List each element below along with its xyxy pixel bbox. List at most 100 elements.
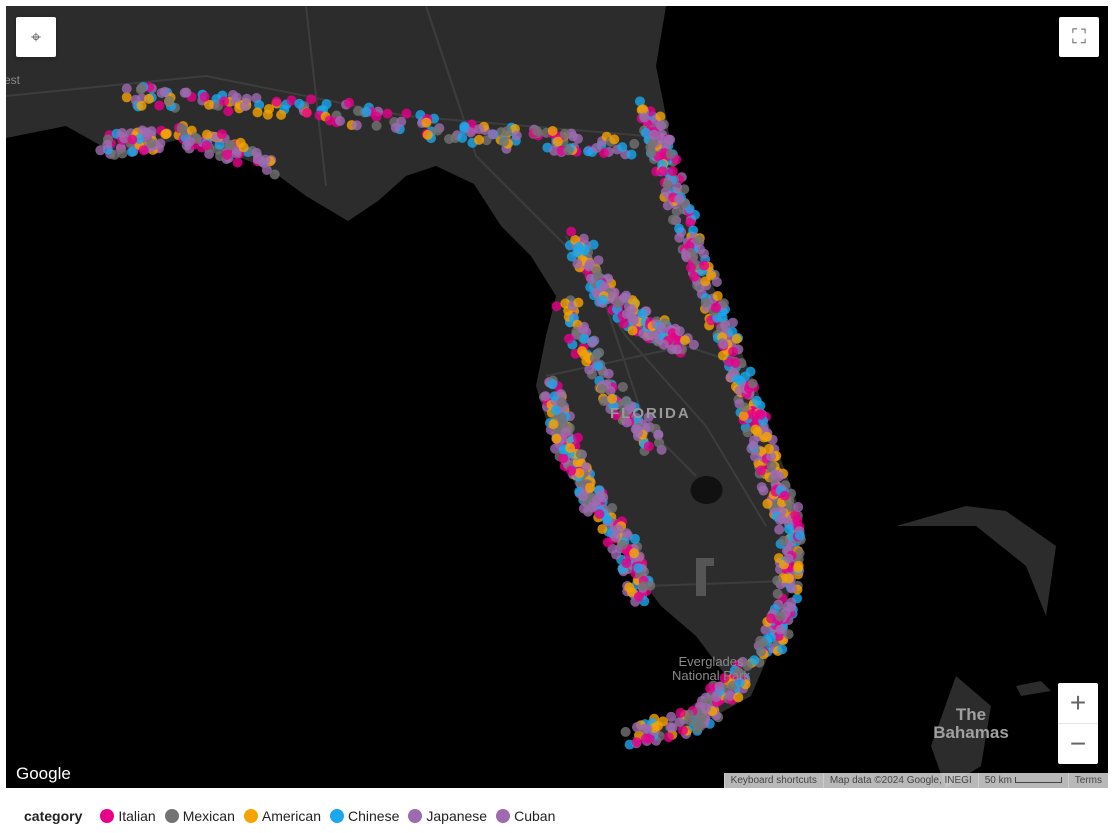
- restaurant-marker[interactable]: [577, 346, 588, 357]
- restaurant-marker[interactable]: [679, 335, 690, 346]
- restaurant-marker[interactable]: [558, 453, 569, 464]
- restaurant-marker[interactable]: [396, 116, 407, 127]
- restaurant-marker[interactable]: [581, 356, 592, 367]
- restaurant-marker[interactable]: [587, 337, 598, 348]
- restaurant-marker[interactable]: [775, 624, 786, 635]
- restaurant-marker[interactable]: [574, 467, 585, 478]
- restaurant-marker[interactable]: [656, 323, 667, 334]
- restaurant-marker[interactable]: [223, 106, 234, 117]
- restaurant-marker[interactable]: [241, 93, 252, 104]
- restaurant-marker[interactable]: [135, 84, 146, 95]
- restaurant-marker[interactable]: [126, 146, 137, 157]
- restaurant-marker[interactable]: [371, 120, 382, 131]
- restaurant-marker[interactable]: [779, 490, 790, 501]
- restaurant-marker[interactable]: [720, 320, 731, 331]
- restaurant-marker[interactable]: [138, 145, 149, 156]
- restaurant-marker[interactable]: [136, 100, 147, 111]
- restaurant-marker[interactable]: [677, 725, 688, 736]
- legend-item-american[interactable]: American: [243, 808, 321, 824]
- restaurant-marker[interactable]: [630, 424, 641, 435]
- restaurant-marker[interactable]: [578, 503, 589, 514]
- restaurant-marker[interactable]: [714, 681, 725, 692]
- restaurant-marker[interactable]: [766, 613, 777, 624]
- restaurant-marker[interactable]: [667, 344, 678, 355]
- restaurant-marker[interactable]: [117, 128, 128, 139]
- restaurant-marker[interactable]: [699, 260, 710, 271]
- legend-item-mexican[interactable]: Mexican: [164, 808, 235, 824]
- restaurant-marker[interactable]: [658, 339, 669, 350]
- restaurant-marker[interactable]: [746, 409, 757, 420]
- restaurant-marker[interactable]: [748, 440, 759, 451]
- restaurant-marker[interactable]: [762, 498, 773, 509]
- restaurant-marker[interactable]: [724, 356, 735, 367]
- restaurant-marker[interactable]: [181, 87, 192, 98]
- restaurant-marker[interactable]: [607, 393, 618, 404]
- restaurant-marker[interactable]: [700, 297, 711, 308]
- my-location-button[interactable]: ⌖: [16, 17, 56, 57]
- restaurant-marker[interactable]: [231, 92, 242, 103]
- restaurant-marker[interactable]: [269, 169, 280, 180]
- restaurant-marker[interactable]: [778, 535, 789, 546]
- restaurant-marker[interactable]: [556, 419, 567, 430]
- restaurant-marker[interactable]: [344, 97, 355, 108]
- restaurant-marker[interactable]: [621, 309, 632, 320]
- restaurant-marker[interactable]: [421, 117, 432, 128]
- restaurant-marker[interactable]: [238, 142, 249, 153]
- restaurant-marker[interactable]: [579, 333, 590, 344]
- restaurant-marker[interactable]: [761, 431, 772, 442]
- restaurant-marker[interactable]: [689, 271, 700, 282]
- restaurant-marker[interactable]: [511, 130, 522, 141]
- restaurant-marker[interactable]: [620, 726, 631, 737]
- restaurant-marker[interactable]: [784, 573, 795, 584]
- restaurant-marker[interactable]: [294, 98, 305, 109]
- restaurant-marker[interactable]: [643, 412, 654, 423]
- restaurant-marker[interactable]: [640, 127, 651, 138]
- restaurant-marker[interactable]: [617, 539, 628, 550]
- restaurant-marker[interactable]: [783, 553, 794, 564]
- restaurant-marker[interactable]: [610, 410, 621, 421]
- zoom-out-button[interactable]: −: [1069, 728, 1087, 759]
- restaurant-marker[interactable]: [551, 433, 562, 444]
- restaurant-marker[interactable]: [252, 107, 263, 118]
- restaurant-marker[interactable]: [498, 136, 509, 147]
- restaurant-marker[interactable]: [617, 381, 628, 392]
- restaurant-marker[interactable]: [260, 154, 271, 165]
- restaurant-marker[interactable]: [777, 644, 788, 655]
- restaurant-marker[interactable]: [747, 378, 758, 389]
- restaurant-marker[interactable]: [711, 276, 722, 287]
- restaurant-marker[interactable]: [655, 120, 666, 131]
- restaurant-marker[interactable]: [674, 717, 685, 728]
- restaurant-marker[interactable]: [573, 297, 584, 308]
- restaurant-marker[interactable]: [698, 248, 709, 259]
- restaurant-marker[interactable]: [457, 132, 468, 143]
- restaurant-marker[interactable]: [591, 266, 602, 277]
- restaurant-marker[interactable]: [787, 583, 798, 594]
- restaurant-marker[interactable]: [204, 99, 215, 110]
- restaurant-marker[interactable]: [772, 575, 783, 586]
- restaurant-marker[interactable]: [717, 350, 728, 361]
- restaurant-marker[interactable]: [444, 133, 455, 144]
- restaurant-marker[interactable]: [548, 419, 559, 430]
- restaurant-marker[interactable]: [665, 149, 676, 160]
- restaurant-marker[interactable]: [540, 391, 551, 402]
- restaurant-marker[interactable]: [321, 99, 332, 110]
- restaurant-marker[interactable]: [673, 194, 684, 205]
- restaurant-marker[interactable]: [655, 134, 666, 145]
- restaurant-marker[interactable]: [712, 290, 723, 301]
- restaurant-marker[interactable]: [547, 379, 558, 390]
- restaurant-marker[interactable]: [550, 443, 561, 454]
- restaurant-marker[interactable]: [793, 560, 804, 571]
- restaurant-marker[interactable]: [648, 129, 659, 140]
- restaurant-marker[interactable]: [141, 127, 152, 138]
- restaurant-marker[interactable]: [624, 582, 635, 593]
- restaurant-marker[interactable]: [711, 302, 722, 313]
- restaurant-marker[interactable]: [551, 301, 562, 312]
- restaurant-marker[interactable]: [127, 134, 138, 145]
- restaurant-marker[interactable]: [683, 709, 694, 720]
- restaurant-marker[interactable]: [556, 397, 567, 408]
- map[interactable]: FLORIDA Everglades National Park The Bah…: [6, 6, 1108, 788]
- restaurant-marker[interactable]: [738, 411, 749, 422]
- restaurant-marker[interactable]: [718, 298, 729, 309]
- fullscreen-button[interactable]: ⛶: [1059, 17, 1099, 57]
- restaurant-marker[interactable]: [731, 333, 742, 344]
